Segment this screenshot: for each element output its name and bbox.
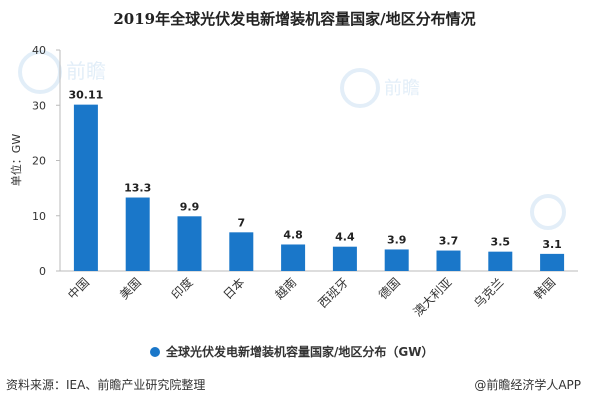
x-axis-ticks: 中国 美国 印度 日本 越南 西班牙 德国 澳大利亚 乌克兰 韩国: [64, 275, 558, 320]
bar-value-label: 4.4: [335, 231, 355, 244]
bar-value-label: 30.11: [69, 89, 104, 102]
watermark-logo-icon: [530, 194, 566, 230]
bar-value-label: 7: [237, 216, 245, 229]
watermark-logo-icon: 前瞻: [340, 68, 420, 108]
credit-note: @前瞻经济学人APP: [474, 378, 581, 392]
bar: [73, 104, 98, 272]
y-tick-label: 0: [39, 265, 46, 278]
bar-value-label: 3.9: [387, 233, 407, 246]
source-note: 资料来源：IEA、前瞻产业研究院整理: [6, 378, 206, 392]
watermark-logo-icon: 前瞻: [18, 50, 106, 94]
x-tick-label: 乌克兰: [470, 275, 506, 311]
x-tick-label: 澳大利亚: [411, 275, 455, 319]
watermark-text: 前瞻: [384, 78, 420, 99]
y-axis-title: 单位：GW: [9, 134, 23, 187]
bar: [177, 216, 202, 271]
y-tick-label: 40: [32, 44, 46, 57]
x-tick-label: 德国: [375, 275, 403, 303]
y-tick-label: 10: [32, 210, 46, 223]
legend: 全球光伏发电新增装机容量国家/地区分布（GW）: [150, 344, 433, 359]
x-tick-label: 美国: [117, 275, 144, 302]
x-tick-label: 日本: [221, 275, 248, 302]
bar: [436, 250, 461, 271]
bar-value-label: 9.9: [180, 200, 200, 213]
bar: [540, 253, 565, 271]
y-tick-label: 20: [32, 155, 46, 168]
bar-value-label: 4.8: [283, 228, 303, 241]
bar: [281, 244, 306, 271]
bar: [332, 246, 357, 271]
x-tick-label: 中国: [64, 275, 92, 303]
chart-title: 2019年全球光伏发电新增装机容量国家/地区分布情况: [113, 10, 476, 28]
legend-label: 全球光伏发电新增装机容量国家/地区分布（GW）: [165, 344, 433, 359]
x-tick-label: 西班牙: [316, 275, 351, 310]
bar-series: 30.11 13.3 9.9 7 4.8 4.4 3.9 3.7 3.5 3.1: [69, 89, 565, 272]
y-tick-label: 30: [32, 99, 46, 112]
bar: [125, 197, 150, 271]
bar-value-label: 3.5: [491, 236, 511, 249]
legend-marker-icon: [150, 347, 160, 357]
bar: [488, 251, 513, 271]
bar-value-label: 3.1: [542, 238, 562, 251]
watermark-text: 前瞻: [66, 59, 106, 83]
bar: [384, 249, 409, 271]
bar-value-label: 13.3: [124, 182, 151, 195]
x-tick-label: 印度: [168, 275, 196, 303]
bar: [229, 232, 254, 271]
y-axis-ticks: 0 10 20 30 40: [32, 44, 60, 278]
x-tick-label: 韩国: [531, 275, 559, 303]
bar-value-label: 3.7: [439, 235, 459, 248]
x-tick-label: 越南: [272, 275, 300, 303]
